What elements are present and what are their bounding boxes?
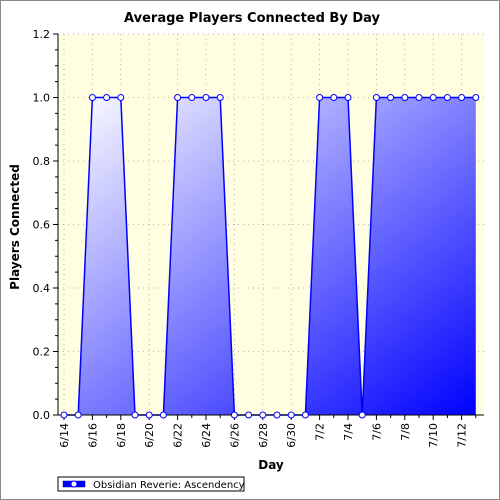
x-tick-label: 6/22	[172, 423, 185, 448]
data-point	[372, 94, 380, 101]
x-tick-label: 6/30	[285, 423, 298, 448]
x-tick-label: 7/10	[427, 423, 440, 448]
x-tick-label: 6/26	[228, 423, 241, 448]
data-point	[174, 94, 182, 101]
y-tick-label: 0.2	[33, 346, 51, 359]
x-tick-label: 6/28	[257, 423, 270, 448]
data-point	[287, 411, 295, 419]
data-point	[230, 411, 238, 419]
y-tick-label: 0.6	[33, 219, 51, 232]
chart-title: Average Players Connected By Day	[124, 11, 380, 26]
x-tick-label: 6/24	[200, 423, 213, 448]
y-axis-title: Players Connected	[8, 164, 22, 290]
y-tick-label: 0.0	[33, 409, 51, 422]
x-tick-labels: 6/14 6/16 6/18 6/20 6/22 6/24 6/26 6/28 6/30 7/2 7…	[58, 423, 469, 448]
data-point	[60, 411, 68, 419]
y-tick-label: 0.4	[33, 282, 51, 295]
data-markers	[60, 94, 480, 419]
data-point	[301, 411, 309, 419]
y-tick-label: 1.0	[33, 92, 51, 105]
data-point	[202, 94, 210, 101]
x-tick-label: 6/20	[143, 423, 156, 448]
legend-box	[57, 476, 245, 492]
legend-marker	[70, 480, 78, 488]
data-point	[159, 411, 167, 419]
x-tick-label: 7/12	[456, 423, 469, 448]
data-point	[316, 94, 324, 101]
data-point	[472, 94, 480, 101]
data-point	[401, 94, 409, 101]
data-point	[88, 94, 96, 101]
data-point	[117, 94, 125, 101]
y-tick-label: 0.8	[33, 155, 51, 168]
x-tick-label: 7/4	[342, 423, 355, 441]
data-point	[145, 411, 153, 419]
data-point	[429, 94, 437, 101]
data-point	[415, 94, 423, 101]
x-tick-label: 6/18	[115, 423, 128, 448]
data-point	[245, 411, 253, 419]
legend: Obsidian Reverie: Ascendency	[57, 476, 245, 492]
y-tick-label: 1.2	[33, 28, 51, 41]
data-point	[344, 94, 352, 101]
data-point	[103, 94, 111, 101]
data-point	[387, 94, 395, 101]
data-point	[74, 411, 82, 419]
data-point	[273, 411, 281, 419]
x-tick-label: 7/2	[314, 423, 327, 441]
x-tick-label: 6/16	[86, 423, 99, 448]
x-tick-label: 6/14	[58, 423, 71, 448]
data-point	[259, 411, 267, 419]
x-axis-title: Day	[258, 458, 284, 472]
legend-label: Obsidian Reverie: Ascendency	[93, 480, 245, 491]
data-point	[131, 411, 139, 419]
data-point	[216, 94, 224, 101]
data-point	[443, 94, 451, 101]
y-tick-labels: 0.0 0.2 0.4 0.6 0.8 1.0 1.2	[33, 28, 51, 422]
x-tick-label: 7/8	[399, 423, 412, 441]
x-tick-label: 7/6	[370, 423, 383, 441]
data-point	[188, 94, 196, 101]
data-point	[358, 411, 366, 419]
data-point	[458, 94, 466, 101]
data-point	[330, 94, 338, 101]
